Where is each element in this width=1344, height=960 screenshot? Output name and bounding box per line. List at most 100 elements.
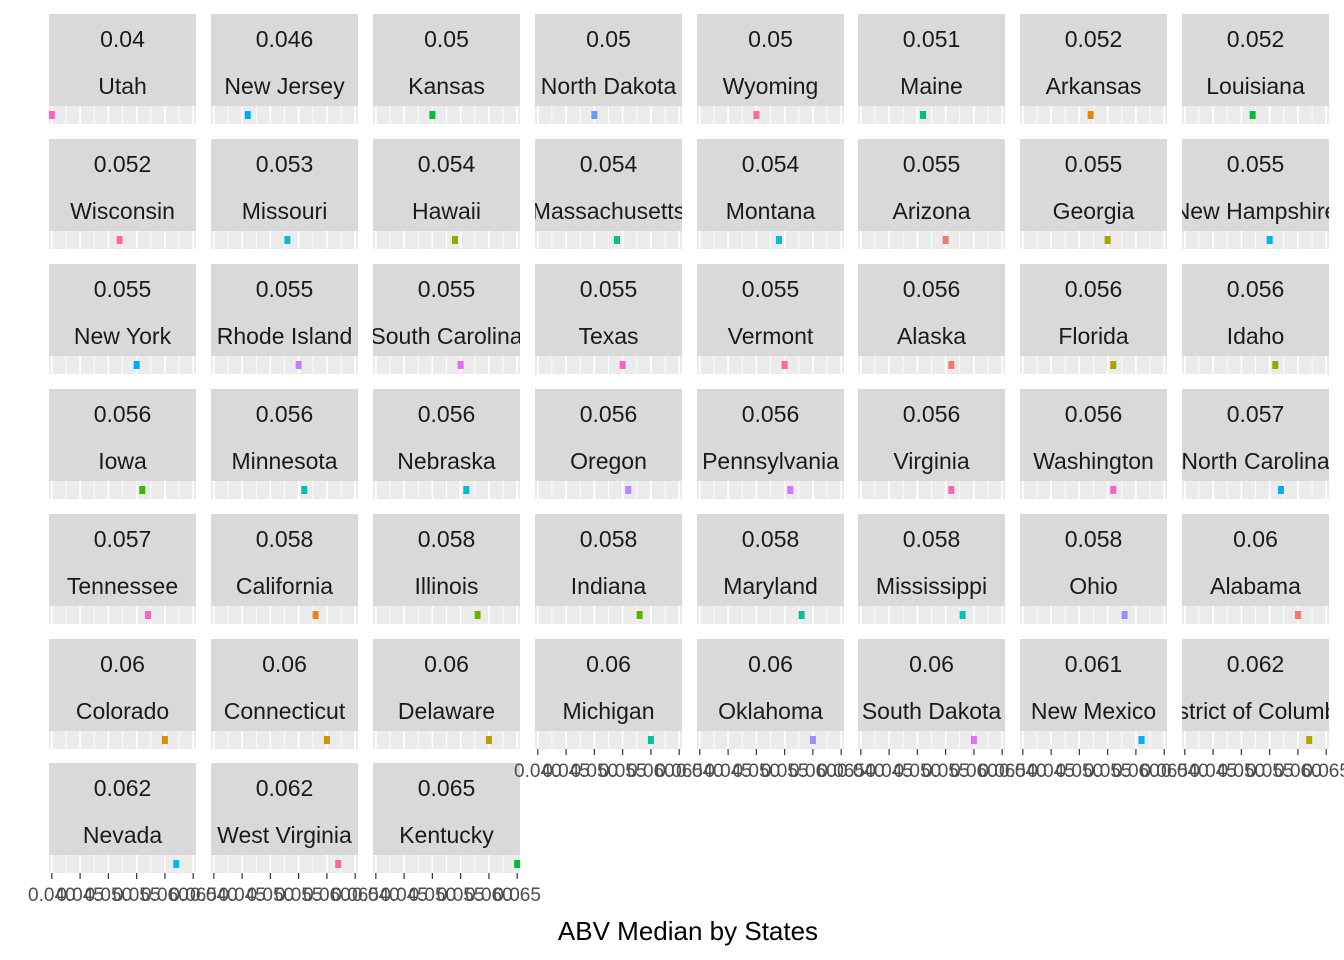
data-point: [619, 361, 626, 369]
facet-strip: [858, 139, 1005, 231]
facet-strip-value: 0.058: [418, 526, 476, 552]
data-point: [295, 361, 302, 369]
x-axis-title: ABV Median by States: [558, 916, 818, 946]
x-tick-label: 0.050: [894, 761, 942, 782]
facet-strip: [535, 639, 682, 731]
x-tick-label: 0.040: [999, 761, 1047, 782]
facet-strip-value: 0.04: [100, 26, 145, 52]
facet-strip: [858, 264, 1005, 356]
facet-strip-value: 0.055: [580, 276, 638, 302]
facet-panel: 0.055 Rhode Island: [211, 264, 358, 374]
facet-panel: 0.051 Maine: [858, 14, 1005, 124]
data-point: [1249, 111, 1256, 119]
x-tick-label: 0.065: [493, 885, 541, 906]
data-point: [335, 860, 342, 868]
x-tick-label: 0.050: [1218, 761, 1266, 782]
facet-panel: 0.055 New York: [49, 264, 196, 374]
facet-strip-state: Alabama: [1210, 573, 1301, 599]
facet-panel: 0.05 North Dakota: [535, 14, 682, 124]
facet-strip-state: Mississippi: [876, 573, 987, 599]
facet-panel: 0.055 Texas: [535, 264, 682, 374]
facet-panel: 0.055 Arizona: [858, 139, 1005, 249]
x-tick-label: 0.060: [465, 885, 513, 906]
facet-strip-state: Colorado: [76, 698, 169, 724]
data-point: [429, 111, 436, 119]
facet-panel: 0.058 Indiana: [535, 514, 682, 624]
facet-strip-value: 0.065: [418, 775, 476, 801]
facet-panel: 0.058 Mississippi: [858, 514, 1005, 624]
data-point: [116, 236, 123, 244]
x-tick-label: 0.065: [1302, 761, 1344, 782]
facet-strip: [211, 763, 358, 855]
data-point: [959, 611, 966, 619]
facet-strip-value: 0.058: [580, 526, 638, 552]
facet-strip-value: 0.058: [903, 526, 961, 552]
facet-strip-value: 0.057: [1227, 401, 1285, 427]
facet-strip-state: Rhode Island: [217, 323, 353, 349]
facet-strip: [1182, 139, 1329, 231]
facet-panel: 0.062 Nevada: [49, 763, 196, 873]
facet-strip: [1020, 264, 1167, 356]
data-point: [1121, 611, 1128, 619]
facet-strip: [858, 514, 1005, 606]
facet-strip-state: Maine: [900, 73, 963, 99]
facet-strip-value: 0.06: [1233, 526, 1278, 552]
facet-strip-state: Delaware: [398, 698, 495, 724]
facet-strip-state: Arkansas: [1046, 73, 1142, 99]
facet-panel: 0.053 Missouri: [211, 139, 358, 249]
facet-strip: [373, 139, 520, 231]
facet-strip: [373, 14, 520, 106]
facet-strip-value: 0.055: [903, 151, 961, 177]
data-point: [948, 486, 955, 494]
x-tick-label: 0.040: [676, 761, 724, 782]
facet-strip: [49, 514, 196, 606]
facet-panel: 0.056 Pennsylvania: [697, 389, 844, 499]
x-tick-label: 0.045: [218, 885, 266, 906]
facet-panel: 0.04 Utah: [48, 14, 196, 124]
facet-strip: [1182, 514, 1329, 606]
facet-strip-state: Wisconsin: [70, 198, 175, 224]
x-tick-label: 0.040: [837, 761, 885, 782]
facet-strip: [211, 514, 358, 606]
facet-strip-value: 0.055: [742, 276, 800, 302]
data-point: [591, 111, 598, 119]
facet-strip: [1182, 389, 1329, 481]
facet-strip: [1020, 639, 1167, 731]
facet-strip: [211, 389, 358, 481]
x-tick-label: 0.050: [733, 761, 781, 782]
facet-strip-value: 0.055: [1227, 151, 1285, 177]
facet-strip-value: 0.051: [903, 26, 961, 52]
x-tick-label: 0.065: [1140, 761, 1188, 782]
data-point: [323, 736, 330, 744]
x-axes: 0.0400.0450.0500.0550.0600.0650.0400.045…: [28, 749, 1344, 906]
facet-strip: [211, 14, 358, 106]
facet-strip-value: 0.055: [418, 276, 476, 302]
facet-strip-state: Texas: [578, 323, 638, 349]
facet-strip: [535, 389, 682, 481]
facet-strip-value: 0.058: [256, 526, 314, 552]
facet-strip: [1182, 639, 1329, 731]
facet-strip-state: Oklahoma: [718, 698, 823, 724]
facet-panel: 0.06 Alabama: [1182, 514, 1329, 624]
facet-strip-value: 0.046: [256, 26, 314, 52]
x-tick-label: 0.050: [571, 761, 619, 782]
facet-strip-value: 0.053: [256, 151, 314, 177]
facet-strip: [1020, 14, 1167, 106]
data-point: [798, 611, 805, 619]
facet-strip-value: 0.062: [94, 775, 152, 801]
data-point: [133, 361, 140, 369]
facet-strip-state: New York: [74, 323, 172, 349]
facet-strip: [49, 264, 196, 356]
facet-strip-state: Vermont: [728, 323, 814, 349]
facet-strip-value: 0.054: [418, 151, 476, 177]
facet-panel: 0.056 Washington: [1020, 389, 1167, 499]
data-point: [244, 111, 251, 119]
facet-strip-state: Washington: [1033, 448, 1154, 474]
data-point: [463, 486, 470, 494]
facet-panel: 0.052 Wisconsin: [49, 139, 196, 249]
facet-panel: 0.057 Tennessee: [49, 514, 196, 624]
data-point: [1110, 486, 1117, 494]
